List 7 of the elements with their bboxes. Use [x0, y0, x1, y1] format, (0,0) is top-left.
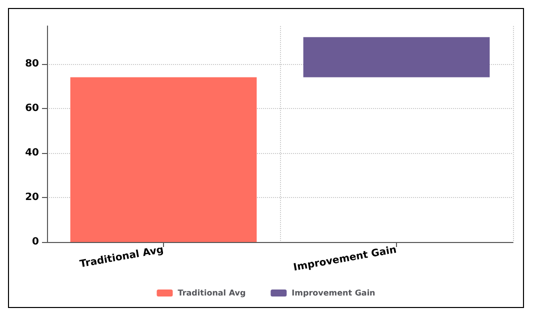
y-tick-label: 20 [25, 192, 40, 203]
y-tick-label: 60 [25, 102, 40, 114]
y-tick-label: 80 [25, 58, 40, 70]
legend-label: Traditional Avg [178, 288, 246, 298]
y-tick-label: 40 [25, 147, 40, 158]
y-tick-label: 0 [32, 236, 40, 248]
legend-label: Improvement Gain [292, 288, 376, 298]
